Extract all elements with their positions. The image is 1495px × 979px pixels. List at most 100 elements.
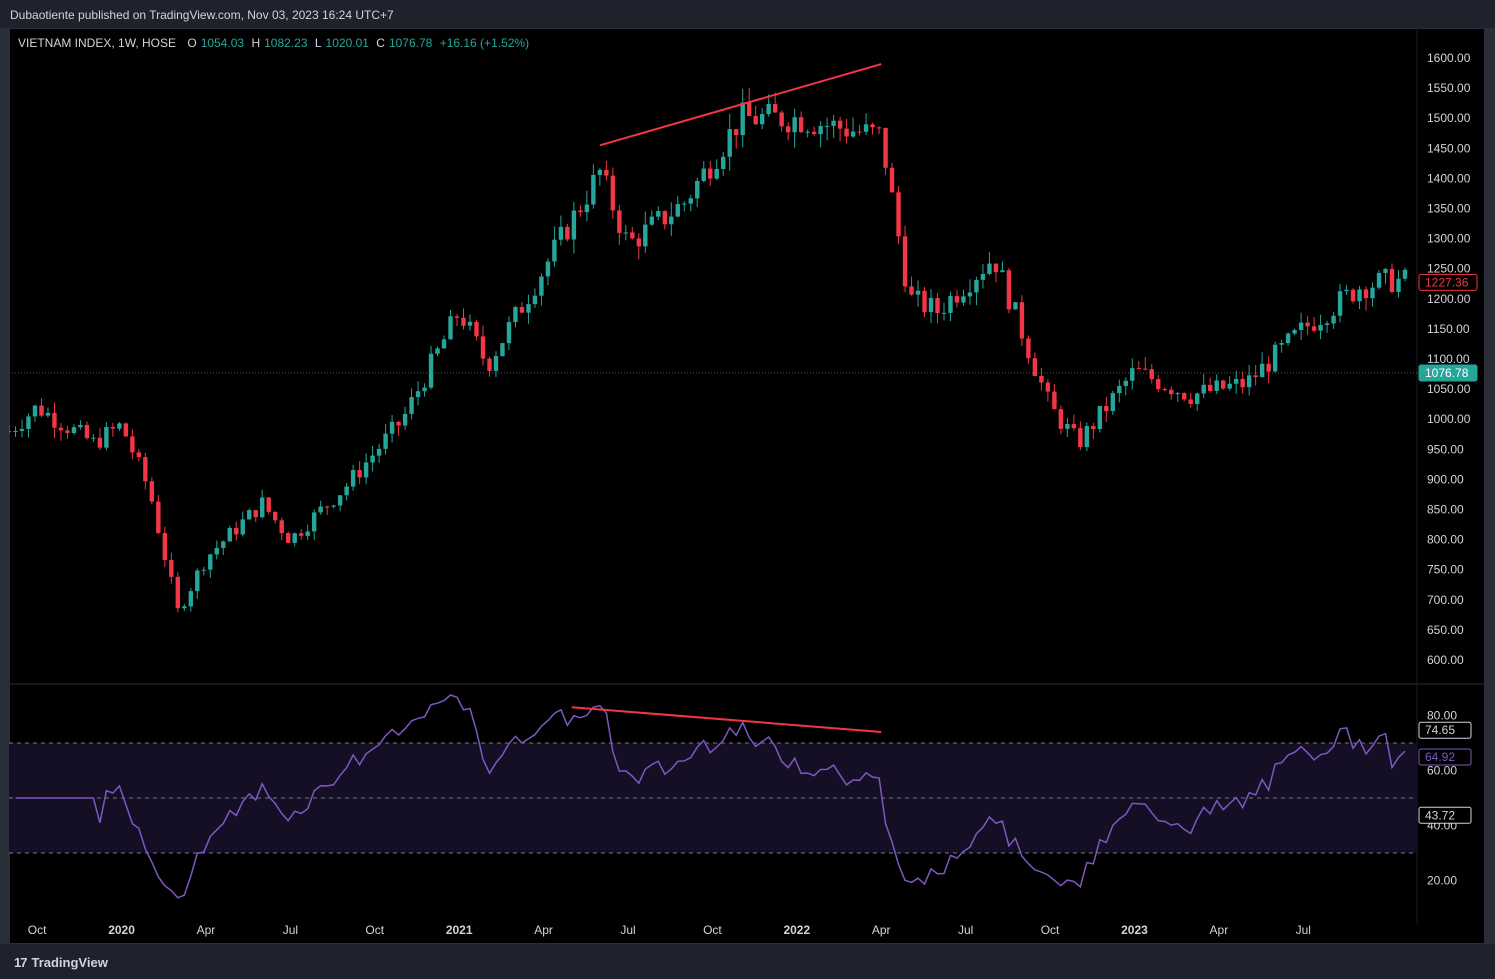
candle-body — [260, 497, 265, 518]
price-axis-tick: 1200.00 — [1427, 292, 1471, 306]
candle-body — [604, 169, 609, 176]
candle-body — [643, 224, 648, 247]
candle-body — [253, 510, 258, 518]
candle-body — [493, 356, 499, 371]
price-axis-tick: 1500.00 — [1427, 111, 1471, 125]
candle-body — [1006, 270, 1012, 310]
tradingview-brand[interactable]: 17 TradingView — [14, 955, 108, 970]
candle-body — [298, 533, 304, 536]
time-axis-tick: Jul — [620, 923, 635, 937]
time-axis-tick: Apr — [197, 923, 216, 937]
candle-body — [1357, 289, 1362, 302]
price-axis-tick: 1300.00 — [1427, 232, 1471, 246]
candle-body — [1266, 363, 1271, 372]
candle-body — [695, 181, 700, 199]
rsi-value-label: 43.72 — [1425, 808, 1455, 822]
candle-body — [208, 554, 213, 570]
candle-body — [91, 437, 96, 439]
candle-body — [415, 391, 421, 398]
candle-body — [578, 210, 583, 213]
candle-body — [837, 120, 843, 129]
tradingview-logo-icon: 17 — [14, 955, 28, 970]
candle-body — [688, 198, 693, 204]
candle-body — [740, 102, 745, 136]
candle-body — [117, 423, 122, 429]
close-value: 1076.78 — [388, 36, 433, 50]
price-axis-tick: 700.00 — [1427, 593, 1464, 607]
rsi-value-label-box — [1418, 748, 1472, 766]
candle-body — [818, 126, 823, 135]
candle-body — [753, 116, 758, 125]
candle-body — [1162, 389, 1167, 391]
candle-body — [1149, 369, 1154, 380]
candle-body — [169, 559, 174, 577]
candle-body — [357, 470, 362, 478]
candle-body — [876, 127, 882, 129]
time-axis-tick: 2022 — [783, 923, 810, 937]
candle-body — [1214, 380, 1219, 391]
time-axis-tick: 2021 — [446, 923, 473, 937]
candle-body — [396, 421, 401, 426]
candle-body — [909, 286, 914, 295]
price-axis-tick: 800.00 — [1427, 533, 1464, 547]
candle-body — [824, 125, 830, 127]
change-value: +16.16 (+1.52%) — [439, 36, 530, 50]
published-text: Dubaotiente published on TradingView.com… — [10, 8, 394, 22]
rsi-value-label-box — [1418, 806, 1472, 824]
candle-body — [39, 405, 44, 416]
price-axis-tick: 1350.00 — [1427, 202, 1471, 216]
candle-body — [792, 117, 797, 133]
candle-body — [1175, 393, 1180, 395]
open-label: O — [187, 36, 197, 50]
candle-body — [376, 448, 382, 456]
candle-body — [71, 427, 77, 434]
candle-body — [1298, 322, 1304, 331]
candle-body — [1376, 272, 1382, 288]
candle-body — [630, 232, 635, 239]
candle-body — [422, 387, 427, 392]
candle-body — [188, 591, 194, 607]
candle-body — [928, 297, 934, 313]
candle-body — [721, 156, 726, 169]
candle-body — [656, 211, 661, 217]
candle-body — [1052, 391, 1057, 410]
candle-body — [285, 533, 291, 543]
candle-body — [383, 433, 388, 449]
candle-body — [967, 292, 973, 297]
time-axis-tick: Oct — [703, 923, 722, 937]
candle-body — [545, 261, 551, 277]
secondary-price-label-box — [1418, 273, 1478, 291]
candle-body — [350, 470, 356, 487]
candle-body — [461, 317, 466, 326]
candle-body — [266, 497, 271, 512]
candle-body — [1000, 270, 1005, 273]
candle-body — [1123, 380, 1128, 386]
candle-body — [993, 263, 999, 273]
rsi-axis-tick: 20.00 — [1427, 874, 1457, 888]
rsi-value-label-box — [1418, 721, 1472, 739]
candle-body — [1110, 393, 1116, 412]
candle-body — [221, 541, 226, 548]
candle-body — [143, 457, 148, 482]
candle-body — [162, 532, 168, 560]
candle-body — [552, 239, 557, 262]
candle-body — [318, 506, 323, 513]
candle-body — [1233, 378, 1239, 384]
open-value: 1054.03 — [200, 36, 245, 50]
candle-body — [201, 569, 206, 571]
candle-body — [1324, 323, 1330, 325]
candle-body — [1292, 330, 1297, 334]
candle-body — [311, 512, 317, 532]
price-axis-tick: 950.00 — [1427, 442, 1464, 456]
candle-body — [9, 431, 12, 433]
time-axis-tick: Jul — [958, 923, 973, 937]
chart-canvas[interactable]: 1600.00 1550.00 1500.00 1450.00 1400.00 1350.… — [9, 28, 1485, 944]
candle-body — [1182, 393, 1187, 400]
time-axis-tick: Jul — [1296, 923, 1311, 937]
candle-body — [785, 126, 791, 133]
candle-body — [19, 428, 25, 431]
candle-body — [734, 129, 739, 136]
candle-body — [513, 306, 518, 323]
candle-body — [1246, 375, 1252, 388]
candle-body — [941, 312, 947, 314]
